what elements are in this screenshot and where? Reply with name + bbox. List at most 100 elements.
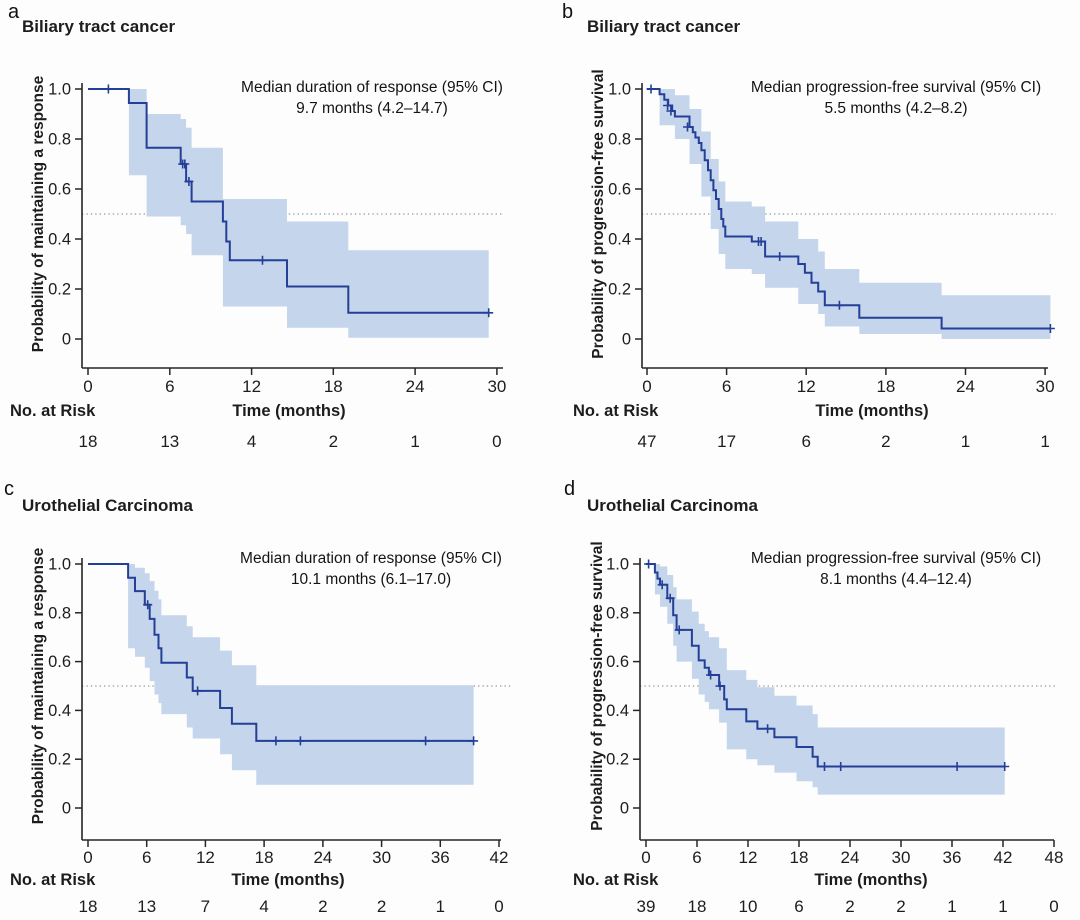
censor-mark (421, 736, 431, 746)
risk-count: 39 (637, 897, 656, 916)
confidence-band (128, 89, 489, 338)
y-tick-label: 0.6 (606, 653, 629, 671)
censor-mark (180, 159, 190, 169)
x-tick-label: 6 (722, 377, 731, 396)
x-tick-label: 18 (324, 377, 343, 396)
y-tick-label: 1.0 (608, 81, 631, 99)
y-tick-label: 0.8 (608, 131, 631, 149)
x-axis-label: Time (months) (232, 402, 346, 420)
risk-count: 4 (247, 432, 256, 451)
median-annotation-line2: 8.1 months (4.4–12.4) (820, 571, 972, 588)
x-tick-label: 30 (372, 848, 391, 867)
censor-mark (666, 106, 676, 116)
y-tick-label: 0.8 (48, 604, 71, 622)
risk-count: 1 (961, 432, 970, 451)
y-tick-label: 0.2 (48, 751, 71, 769)
censor-mark (674, 625, 684, 635)
x-tick-label: 12 (242, 377, 261, 396)
censor-mark (683, 122, 692, 132)
no-at-risk-label: No. at Risk (573, 871, 659, 889)
median-annotation: Median duration of response (95% CI) 10.… (206, 548, 536, 590)
censor-mark (836, 762, 846, 771)
median-annotation-line1: Median progression-free survival (95% CI… (750, 550, 1042, 567)
x-tick-label: 36 (943, 848, 962, 867)
y-tick-label: 1.0 (606, 556, 629, 574)
censor-mark (103, 84, 113, 94)
median-annotation-line1: Median duration of response (95% CI) (241, 79, 503, 96)
y-tick-label: 0.2 (48, 281, 71, 299)
median-annotation-line2: 10.1 months (6.1–17.0) (290, 571, 452, 588)
censor-mark (295, 736, 305, 746)
y-tick-label: 0.4 (48, 702, 71, 720)
censor-mark (484, 308, 494, 318)
risk-count: 13 (137, 897, 156, 916)
censor-mark (1045, 324, 1055, 333)
risk-count: 2 (377, 897, 386, 916)
risk-count: 18 (688, 897, 707, 916)
censor-mark (763, 724, 773, 734)
x-tick-label: 12 (797, 377, 816, 396)
censor-mark (193, 686, 203, 696)
risk-count: 2 (329, 432, 338, 451)
y-tick-label: 1.0 (48, 556, 71, 574)
panel-letter: a (8, 1, 20, 23)
y-tick-label: 0 (62, 800, 71, 818)
median-annotation: Median duration of response (95% CI) 9.7… (207, 77, 537, 119)
y-axis-label: Probability of progression-free survival (589, 541, 606, 831)
risk-count: 1 (998, 897, 1007, 916)
censor-mark (271, 736, 281, 746)
censor-mark (775, 252, 785, 261)
km-curve (88, 88, 489, 314)
risk-count: 2 (881, 432, 890, 451)
no-at-risk-label: No. at Risk (573, 402, 659, 420)
y-tick-label: 0 (620, 800, 629, 818)
y-axis-label: Probability of maintaining a response (30, 75, 47, 353)
km-plot: 1.0 0.8 0.6 0.4 0.2 0 0 47 6 17 12 6 18 2 24 1 30 1 (608, 81, 1056, 451)
censor-mark (644, 559, 654, 569)
panel-biliary-duration-of-response: 1.0 0.8 0.6 0.4 0.2 0 0 18 6 13 12 4 18 2 24 1 30 0 a Bil… (0, 0, 540, 460)
panel-title: Urothelial Carcinoma (587, 496, 758, 515)
no-at-risk-label: No. at Risk (10, 871, 96, 889)
y-tick-label: 0.2 (608, 281, 631, 299)
y-tick-label: 0.6 (608, 181, 631, 199)
y-tick-label: 0.4 (608, 231, 631, 249)
x-tick-label: 30 (892, 848, 911, 867)
x-tick-label: 18 (255, 848, 274, 867)
risk-count: 10 (739, 897, 758, 916)
risk-count: 2 (896, 897, 905, 916)
risk-count: 0 (1049, 897, 1058, 916)
y-tick-label: 0.6 (48, 653, 71, 671)
km-plot: 1.00.80.60.40.20039618121018624230236142… (606, 556, 1064, 917)
x-tick-label: 30 (487, 377, 506, 396)
x-tick-label: 24 (313, 848, 332, 867)
km-curve (88, 563, 474, 742)
x-tick-label: 42 (490, 848, 509, 867)
risk-count: 0 (494, 897, 503, 916)
y-tick-label: 0.6 (48, 181, 71, 199)
censor-mark (657, 580, 667, 590)
x-tick-label: 0 (83, 377, 92, 396)
y-axis-label: Probability of maintaining a response (30, 547, 47, 825)
median-annotation: Median progression-free survival (95% CI… (731, 77, 1061, 119)
x-tick-label: 48 (1045, 848, 1064, 867)
km-plot: 1.0 0.8 0.6 0.4 0.2 0 0 18 6 13 12 4 18 2 24 1 30 0 (48, 81, 506, 452)
y-tick-label: 0.2 (606, 751, 629, 769)
x-tick-label: 18 (790, 848, 809, 867)
x-tick-label: 0 (642, 377, 651, 396)
y-tick-label: 0.4 (48, 231, 71, 249)
risk-count: 1 (947, 897, 956, 916)
panel-letter: d (564, 478, 576, 500)
x-tick-label: 6 (142, 848, 151, 867)
risk-count: 1 (410, 432, 419, 451)
panel-title: Urothelial Carcinoma (22, 496, 193, 515)
x-tick-label: 0 (83, 848, 92, 867)
censor-mark (820, 762, 829, 771)
censor-mark (258, 255, 267, 265)
censor-mark (665, 593, 675, 603)
y-axis-label: Probability of progression-free survival (590, 69, 607, 359)
x-tick-label: 24 (841, 848, 860, 867)
risk-count: 4 (259, 897, 268, 916)
panel-title: Biliary tract cancer (22, 17, 176, 36)
panel-biliary-progression-free-survival: 1.0 0.8 0.6 0.4 0.2 0 0 47 6 17 12 6 18 2 24 1 30 1 b Bil… (540, 0, 1080, 460)
